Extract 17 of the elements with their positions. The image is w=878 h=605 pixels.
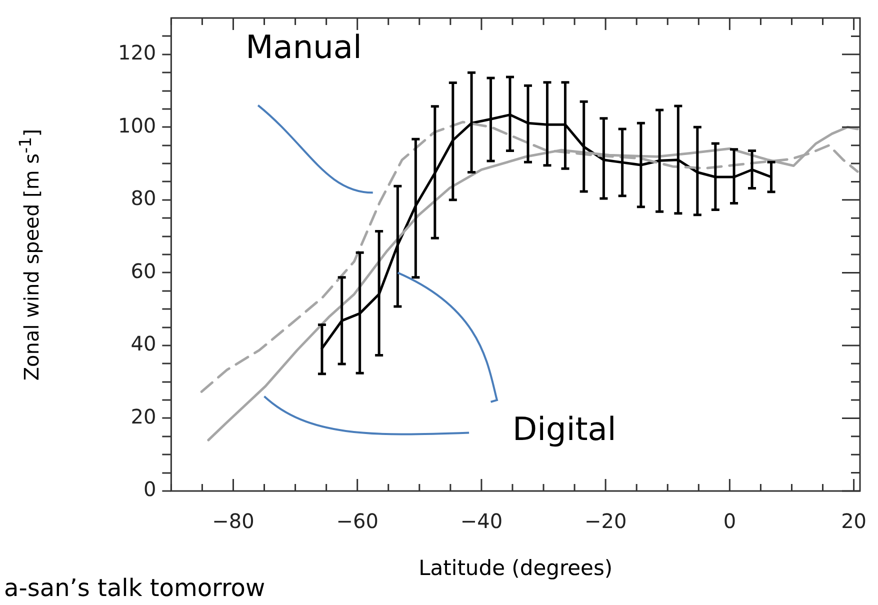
x-tick-label: 0	[723, 509, 736, 534]
text: a-san’s talk tomorrow	[4, 574, 266, 602]
y-tick-label: 80	[130, 186, 156, 210]
x-axis-title: Latitude (degrees)	[418, 556, 613, 580]
y-tick-label: 60	[130, 258, 156, 283]
y-tick-label: 0	[143, 477, 156, 502]
x-tick-label: −80	[212, 509, 254, 534]
annotation: Digital	[512, 410, 616, 448]
x-tick-label: 20	[841, 509, 867, 534]
x-tick-label: −40	[460, 509, 503, 534]
y-tick-label: 20	[130, 404, 156, 428]
y-tick-label: 40	[130, 332, 156, 356]
x-tick-label: −20	[584, 509, 627, 534]
x-tick-label: −60	[336, 509, 378, 534]
y-tick-label: 120	[118, 40, 156, 65]
y-tick-label: 100	[118, 113, 156, 138]
annotation: Manual	[246, 28, 362, 66]
